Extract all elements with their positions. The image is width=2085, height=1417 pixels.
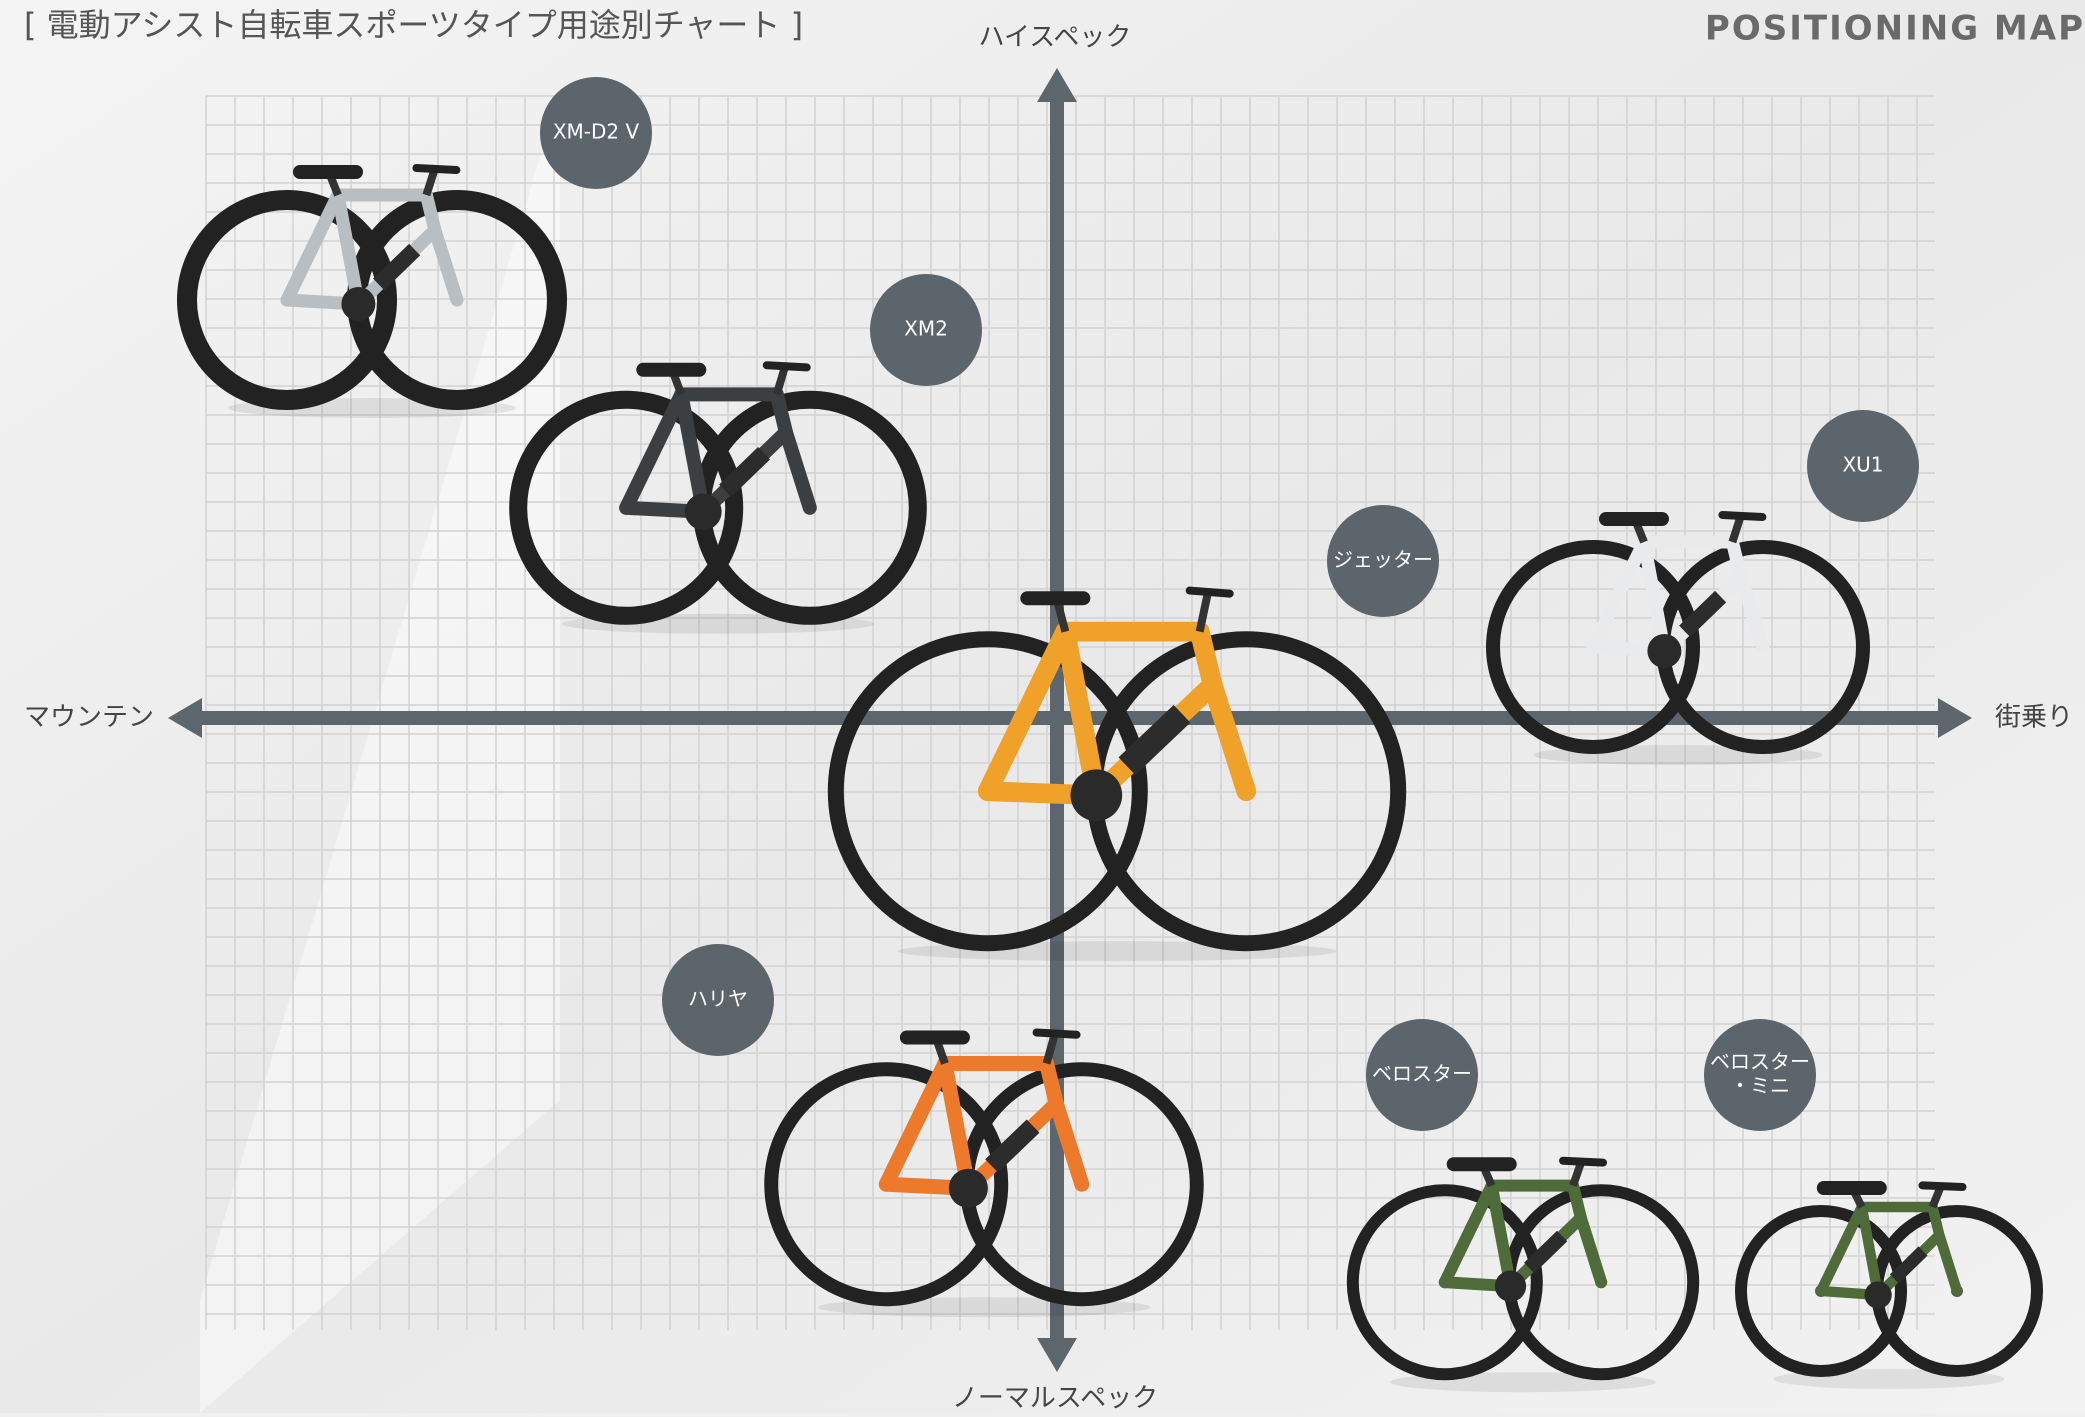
model-badge: ハリヤ <box>662 944 774 1056</box>
bike-handlebar <box>1037 1032 1077 1034</box>
bike-motor <box>1865 1281 1892 1308</box>
bike-motor <box>341 287 375 321</box>
bike-saddle <box>1599 512 1669 526</box>
model-badge: ジェッター <box>1327 505 1439 617</box>
bike-frame <box>1047 1064 1057 1104</box>
positioning-map: [ 電動アシスト自転車スポーツタイプ用途別チャート ] POSITIONING … <box>0 0 2085 1413</box>
header-title: [ 電動アシスト自転車スポーツタイプ用途別チャート ] <box>24 6 803 44</box>
badge-label: ベロスター <box>1710 1050 1810 1074</box>
bike-frame <box>1732 542 1741 577</box>
bike-handlebar <box>416 168 456 170</box>
axis-label-bottom: ノーマルスペック <box>952 1384 1158 1414</box>
axis-label-top: ハイスペック <box>979 23 1132 53</box>
header-logo: POSITIONING MAP <box>1705 9 2085 49</box>
bike-handlebar <box>1563 1161 1603 1163</box>
badge-label: XM2 <box>904 317 948 341</box>
page: {"header": {"title": "[ 電動アシスト自転車スポーツタイプ… <box>0 0 2085 1413</box>
bike-motor <box>1070 769 1122 821</box>
bike-saddle <box>293 165 363 179</box>
bike-motor <box>685 493 722 530</box>
bike-saddle <box>1020 591 1090 605</box>
bike-motor <box>1647 634 1681 668</box>
model-badge: XM-D2 V <box>540 77 652 189</box>
badge-label: ジェッター <box>1333 548 1433 572</box>
badge-label: ・ミニ <box>1730 1074 1790 1098</box>
model-badge: ベロスター・ミニ <box>1704 1019 1816 1131</box>
badge-label: ハリヤ <box>688 987 748 1011</box>
axis-label-left: マウンテン <box>24 703 154 733</box>
bike-frame <box>1933 1207 1940 1235</box>
model-badge: XU1 <box>1807 410 1919 522</box>
bike-frame <box>426 195 435 230</box>
model-badge: XM2 <box>870 274 982 386</box>
bike-motor <box>949 1169 988 1208</box>
axis-label-right: 街乗り <box>1995 703 2073 733</box>
badge-label: ベロスター <box>1372 1062 1472 1086</box>
bike-handlebar <box>1722 515 1762 517</box>
badge-label: XU1 <box>1842 453 1883 477</box>
bike-motor <box>1495 1271 1526 1302</box>
bike-saddle <box>636 363 706 377</box>
bike-frame <box>1573 1186 1581 1218</box>
bike-saddle <box>1817 1181 1887 1195</box>
bike-frame <box>777 394 786 432</box>
bike-saddle <box>1447 1157 1517 1171</box>
bike-handlebar <box>767 365 807 367</box>
bike-handlebar <box>1190 591 1230 594</box>
bike-frame <box>1200 632 1213 685</box>
bike-handlebar <box>1923 1185 1963 1187</box>
bike-saddle <box>900 1031 970 1045</box>
badge-label: XM-D2 V <box>553 120 640 144</box>
model-badge: ベロスター <box>1366 1019 1478 1131</box>
